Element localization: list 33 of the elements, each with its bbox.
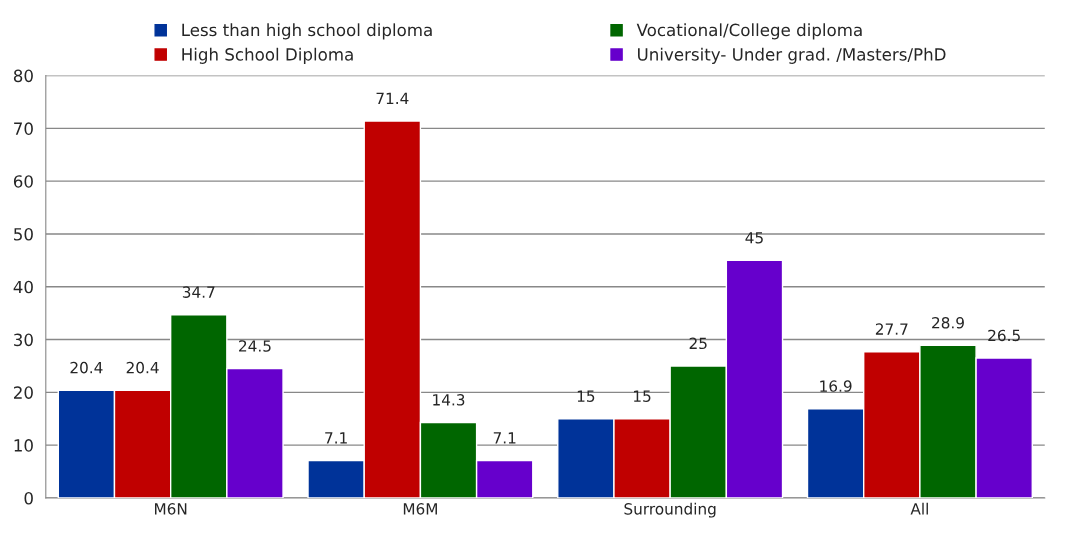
data-label: 7.1 — [325, 432, 347, 444]
data-label: 25 — [689, 337, 707, 350]
data-label: 20.4 — [70, 361, 103, 374]
data-label: 34.7 — [182, 286, 215, 298]
y-tick-label: 30 — [14, 333, 33, 347]
data-label: 15 — [577, 390, 595, 402]
data-label: 45 — [745, 232, 763, 244]
data-label: 24.5 — [239, 340, 271, 352]
data-label: 20.4 — [126, 361, 159, 374]
data-label: 71.4 — [376, 92, 409, 104]
x-tick-label: Surrounding — [624, 502, 716, 518]
y-tick-label: 10 — [14, 439, 33, 452]
data-label: 28.9 — [932, 316, 964, 329]
y-tick-label: 80 — [13, 69, 33, 83]
data-label: 27.7 — [875, 323, 908, 335]
data-label: 16.9 — [820, 380, 852, 392]
legend-label: High School Diploma — [182, 47, 353, 64]
data-label: 15 — [634, 390, 651, 402]
y-tick-label: 60 — [13, 175, 33, 188]
y-tick-label: 70 — [14, 122, 33, 135]
x-tick-label: M6M — [403, 503, 437, 515]
x-tick-label: M6N — [155, 503, 187, 515]
y-tick-label: 50 — [14, 227, 33, 241]
data-label: 26.5 — [988, 329, 1020, 342]
data-label: 7.1 — [493, 432, 516, 444]
y-tick-label: 0 — [24, 491, 33, 505]
x-tick-label: All — [910, 502, 928, 515]
legend-label: Less than high school diploma — [182, 23, 432, 40]
y-tick-label: 40 — [13, 280, 33, 294]
legend-label: University- Under grad. /Masters/PhD — [638, 47, 946, 64]
legend-label: Vocational/College diploma — [636, 23, 862, 40]
data-label: 14.3 — [433, 394, 465, 406]
y-tick-label: 20 — [14, 386, 33, 399]
